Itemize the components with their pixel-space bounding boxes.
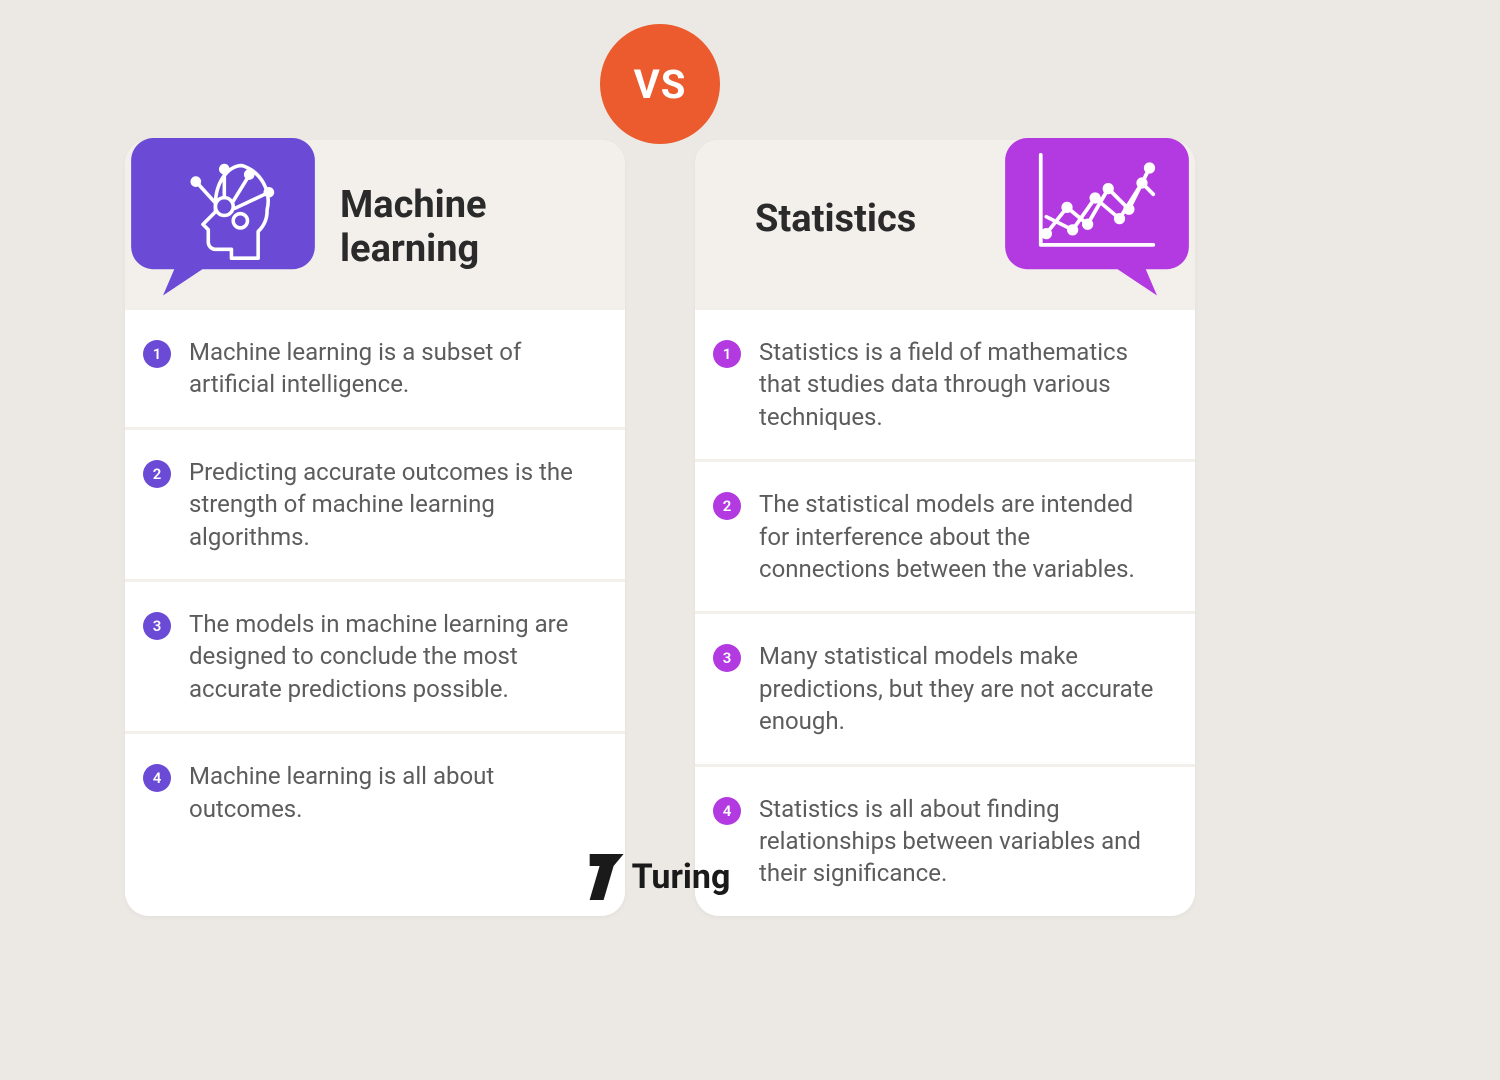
list-item: 2 The statistical models are intended fo… xyxy=(695,459,1195,611)
brand-name: Turing xyxy=(632,857,731,897)
list-item-text: Statistics is all about finding relation… xyxy=(759,793,1165,890)
card-title-left: Machine learning xyxy=(340,184,590,271)
list-item-text: Machine learning is a subset of artifici… xyxy=(189,336,595,401)
list-item-text: Predicting accurate outcomes is the stre… xyxy=(189,456,595,553)
bullet-number: 1 xyxy=(713,340,741,368)
vs-label: VS xyxy=(634,61,687,108)
list-item: 1 Machine learning is a subset of artifi… xyxy=(125,310,625,427)
bullet-number: 4 xyxy=(143,764,171,792)
line-chart-icon xyxy=(999,138,1195,288)
bullet-number: 1 xyxy=(143,340,171,368)
list-item: 2 Predicting accurate outcomes is the st… xyxy=(125,427,625,579)
list-item: 4 Machine learning is all about outcomes… xyxy=(125,731,625,851)
card-title-right: Statistics xyxy=(755,198,916,242)
list-item: 3 Many statistical models make predictio… xyxy=(695,611,1195,763)
bullet-number: 3 xyxy=(143,612,171,640)
ai-head-icon xyxy=(125,138,321,288)
bullet-number: 4 xyxy=(713,797,741,825)
list-item-text: Machine learning is all about outcomes. xyxy=(189,760,595,825)
infographic-canvas: VS xyxy=(0,0,1320,928)
list-left: 1 Machine learning is a subset of artifi… xyxy=(125,310,625,851)
speech-bubble-left xyxy=(125,138,321,288)
list-item-text: The statistical models are intended for … xyxy=(759,488,1165,585)
list-item-text: Many statistical models make predictions… xyxy=(759,640,1165,737)
turing-logo-icon xyxy=(590,854,624,900)
card-machine-learning: Machine learning 1 Machine learning is a… xyxy=(125,140,625,916)
list-item: 3 The models in machine learning are des… xyxy=(125,579,625,731)
card-header-left: Machine learning xyxy=(125,140,625,310)
bullet-number: 3 xyxy=(713,644,741,672)
vs-badge: VS xyxy=(600,24,720,144)
card-header-right: Statistics xyxy=(695,140,1195,310)
list-item-text: The models in machine learning are desig… xyxy=(189,608,595,705)
bullet-number: 2 xyxy=(713,492,741,520)
list-item: 1 Statistics is a field of mathematics t… xyxy=(695,310,1195,459)
list-right: 1 Statistics is a field of mathematics t… xyxy=(695,310,1195,916)
card-statistics: Statistics xyxy=(695,140,1195,916)
speech-bubble-right xyxy=(999,138,1195,288)
comparison-cards: Machine learning 1 Machine learning is a… xyxy=(0,140,1320,916)
brand-footer: Turing xyxy=(590,854,731,900)
bullet-number: 2 xyxy=(143,460,171,488)
list-item: 4 Statistics is all about finding relati… xyxy=(695,764,1195,916)
list-item-text: Statistics is a field of mathematics tha… xyxy=(759,336,1165,433)
